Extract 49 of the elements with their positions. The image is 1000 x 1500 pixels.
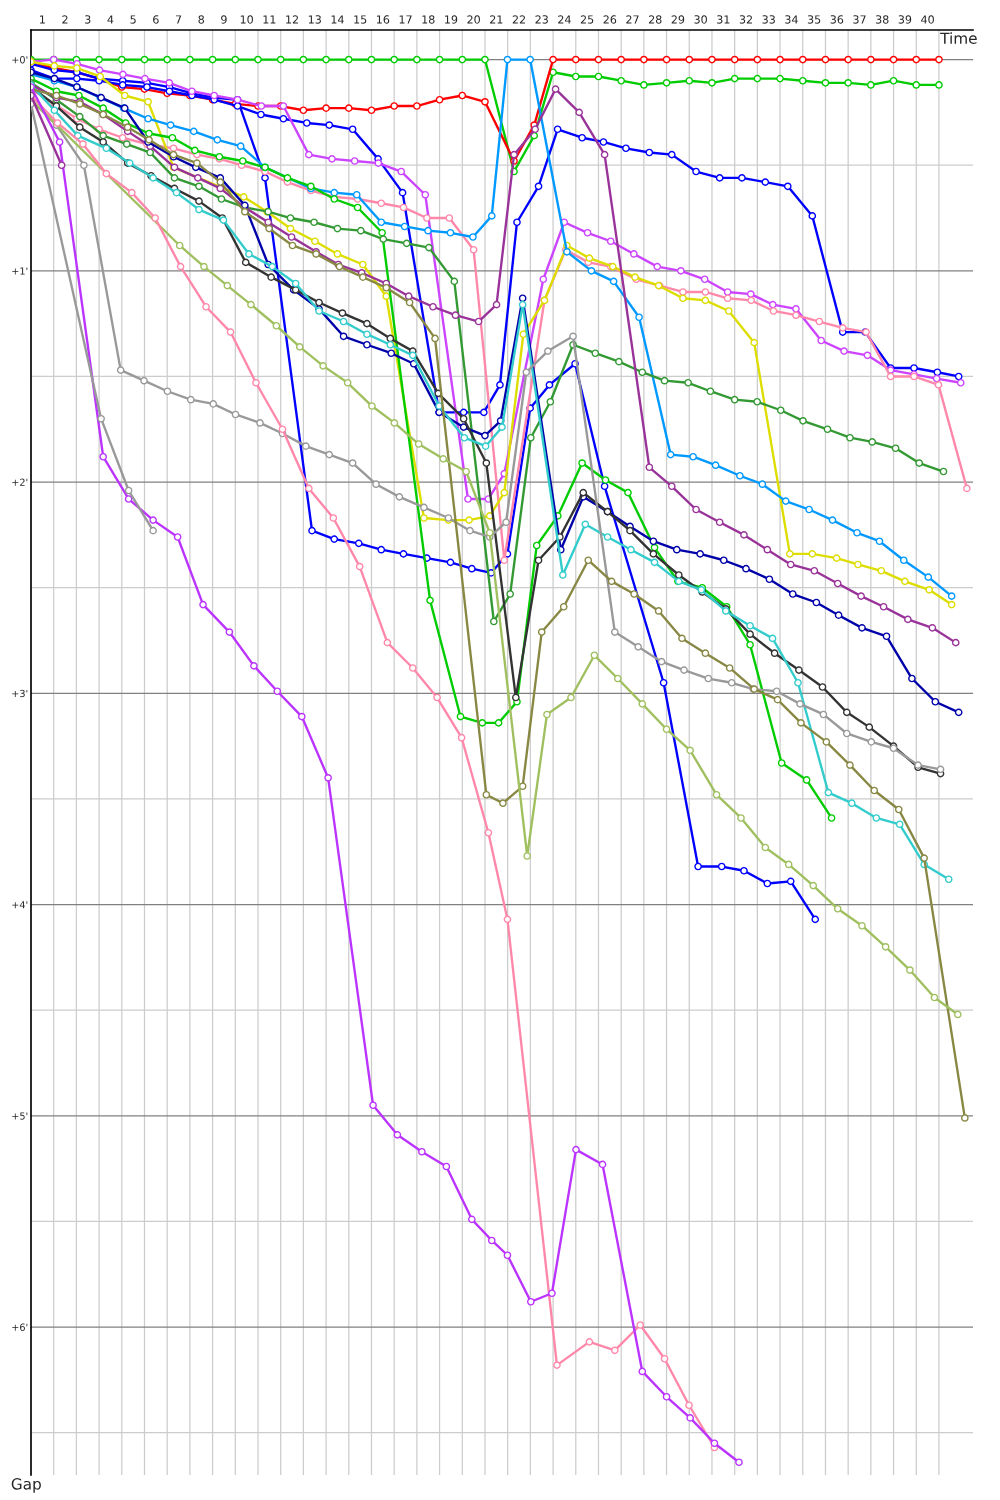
x-tick-label: 8 [198, 15, 205, 24]
x-axis-title: Time [940, 32, 977, 44]
x-tick-label: 4 [107, 15, 114, 24]
x-tick-label: 7 [175, 15, 182, 24]
x-tick-label: 3 [85, 15, 91, 24]
x-tick-label: 35 [807, 15, 821, 24]
y-tick-label: +4' [12, 901, 28, 909]
x-tick-label: 5 [130, 15, 136, 24]
x-tick-label: 32 [739, 15, 752, 24]
x-tick-label: 22 [512, 15, 525, 24]
x-tick-label: 28 [648, 15, 662, 24]
y-tick-label: +3' [12, 689, 28, 698]
x-tick-label: 40 [921, 15, 934, 24]
x-tick-label: 30 [694, 15, 707, 24]
x-tick-label: 20 [467, 15, 480, 24]
x-tick-label: 38 [875, 15, 889, 24]
x-tick-label: 29 [671, 15, 685, 24]
x-tick-label: 26 [603, 15, 617, 24]
x-tick-label: 2 [62, 15, 68, 24]
y-tick-label: +0' [12, 56, 28, 64]
x-tick-label: 36 [830, 15, 844, 24]
x-tick-label: 13 [308, 15, 321, 24]
x-tick-label: 6 [153, 15, 159, 24]
x-tick-label: 19 [445, 15, 458, 24]
x-tick-label: 12 [286, 15, 298, 24]
x-tick-label: 31 [717, 15, 730, 24]
y-tick-label: +2' [12, 478, 28, 486]
x-tick-label: 24 [558, 15, 571, 24]
x-tick-label: 39 [898, 15, 912, 24]
y-axis-title: Gap [11, 1478, 41, 1493]
x-tick-label: 33 [762, 15, 775, 24]
y-tick-label: +1' [12, 267, 28, 275]
x-tick-label: 11 [263, 15, 276, 24]
x-tick-label: 21 [490, 15, 503, 24]
x-tick-label: 34 [785, 15, 798, 24]
x-tick-label: 15 [354, 15, 367, 24]
x-tick-label: 23 [535, 15, 548, 24]
x-tick-label: 18 [422, 15, 435, 24]
x-tick-label: 37 [853, 15, 866, 24]
y-tick-label: +6' [12, 1323, 28, 1331]
x-tick-label: 27 [626, 15, 639, 24]
x-tick-label: 10 [240, 15, 253, 24]
x-tick-label: 25 [580, 15, 594, 24]
x-tick-label: 14 [331, 15, 344, 24]
y-tick-label: +5' [12, 1112, 28, 1120]
x-tick-label: 17 [399, 15, 412, 24]
x-tick-label: 9 [221, 15, 227, 24]
x-tick-label: 1 [40, 15, 45, 24]
x-tick-label: 16 [376, 15, 390, 24]
